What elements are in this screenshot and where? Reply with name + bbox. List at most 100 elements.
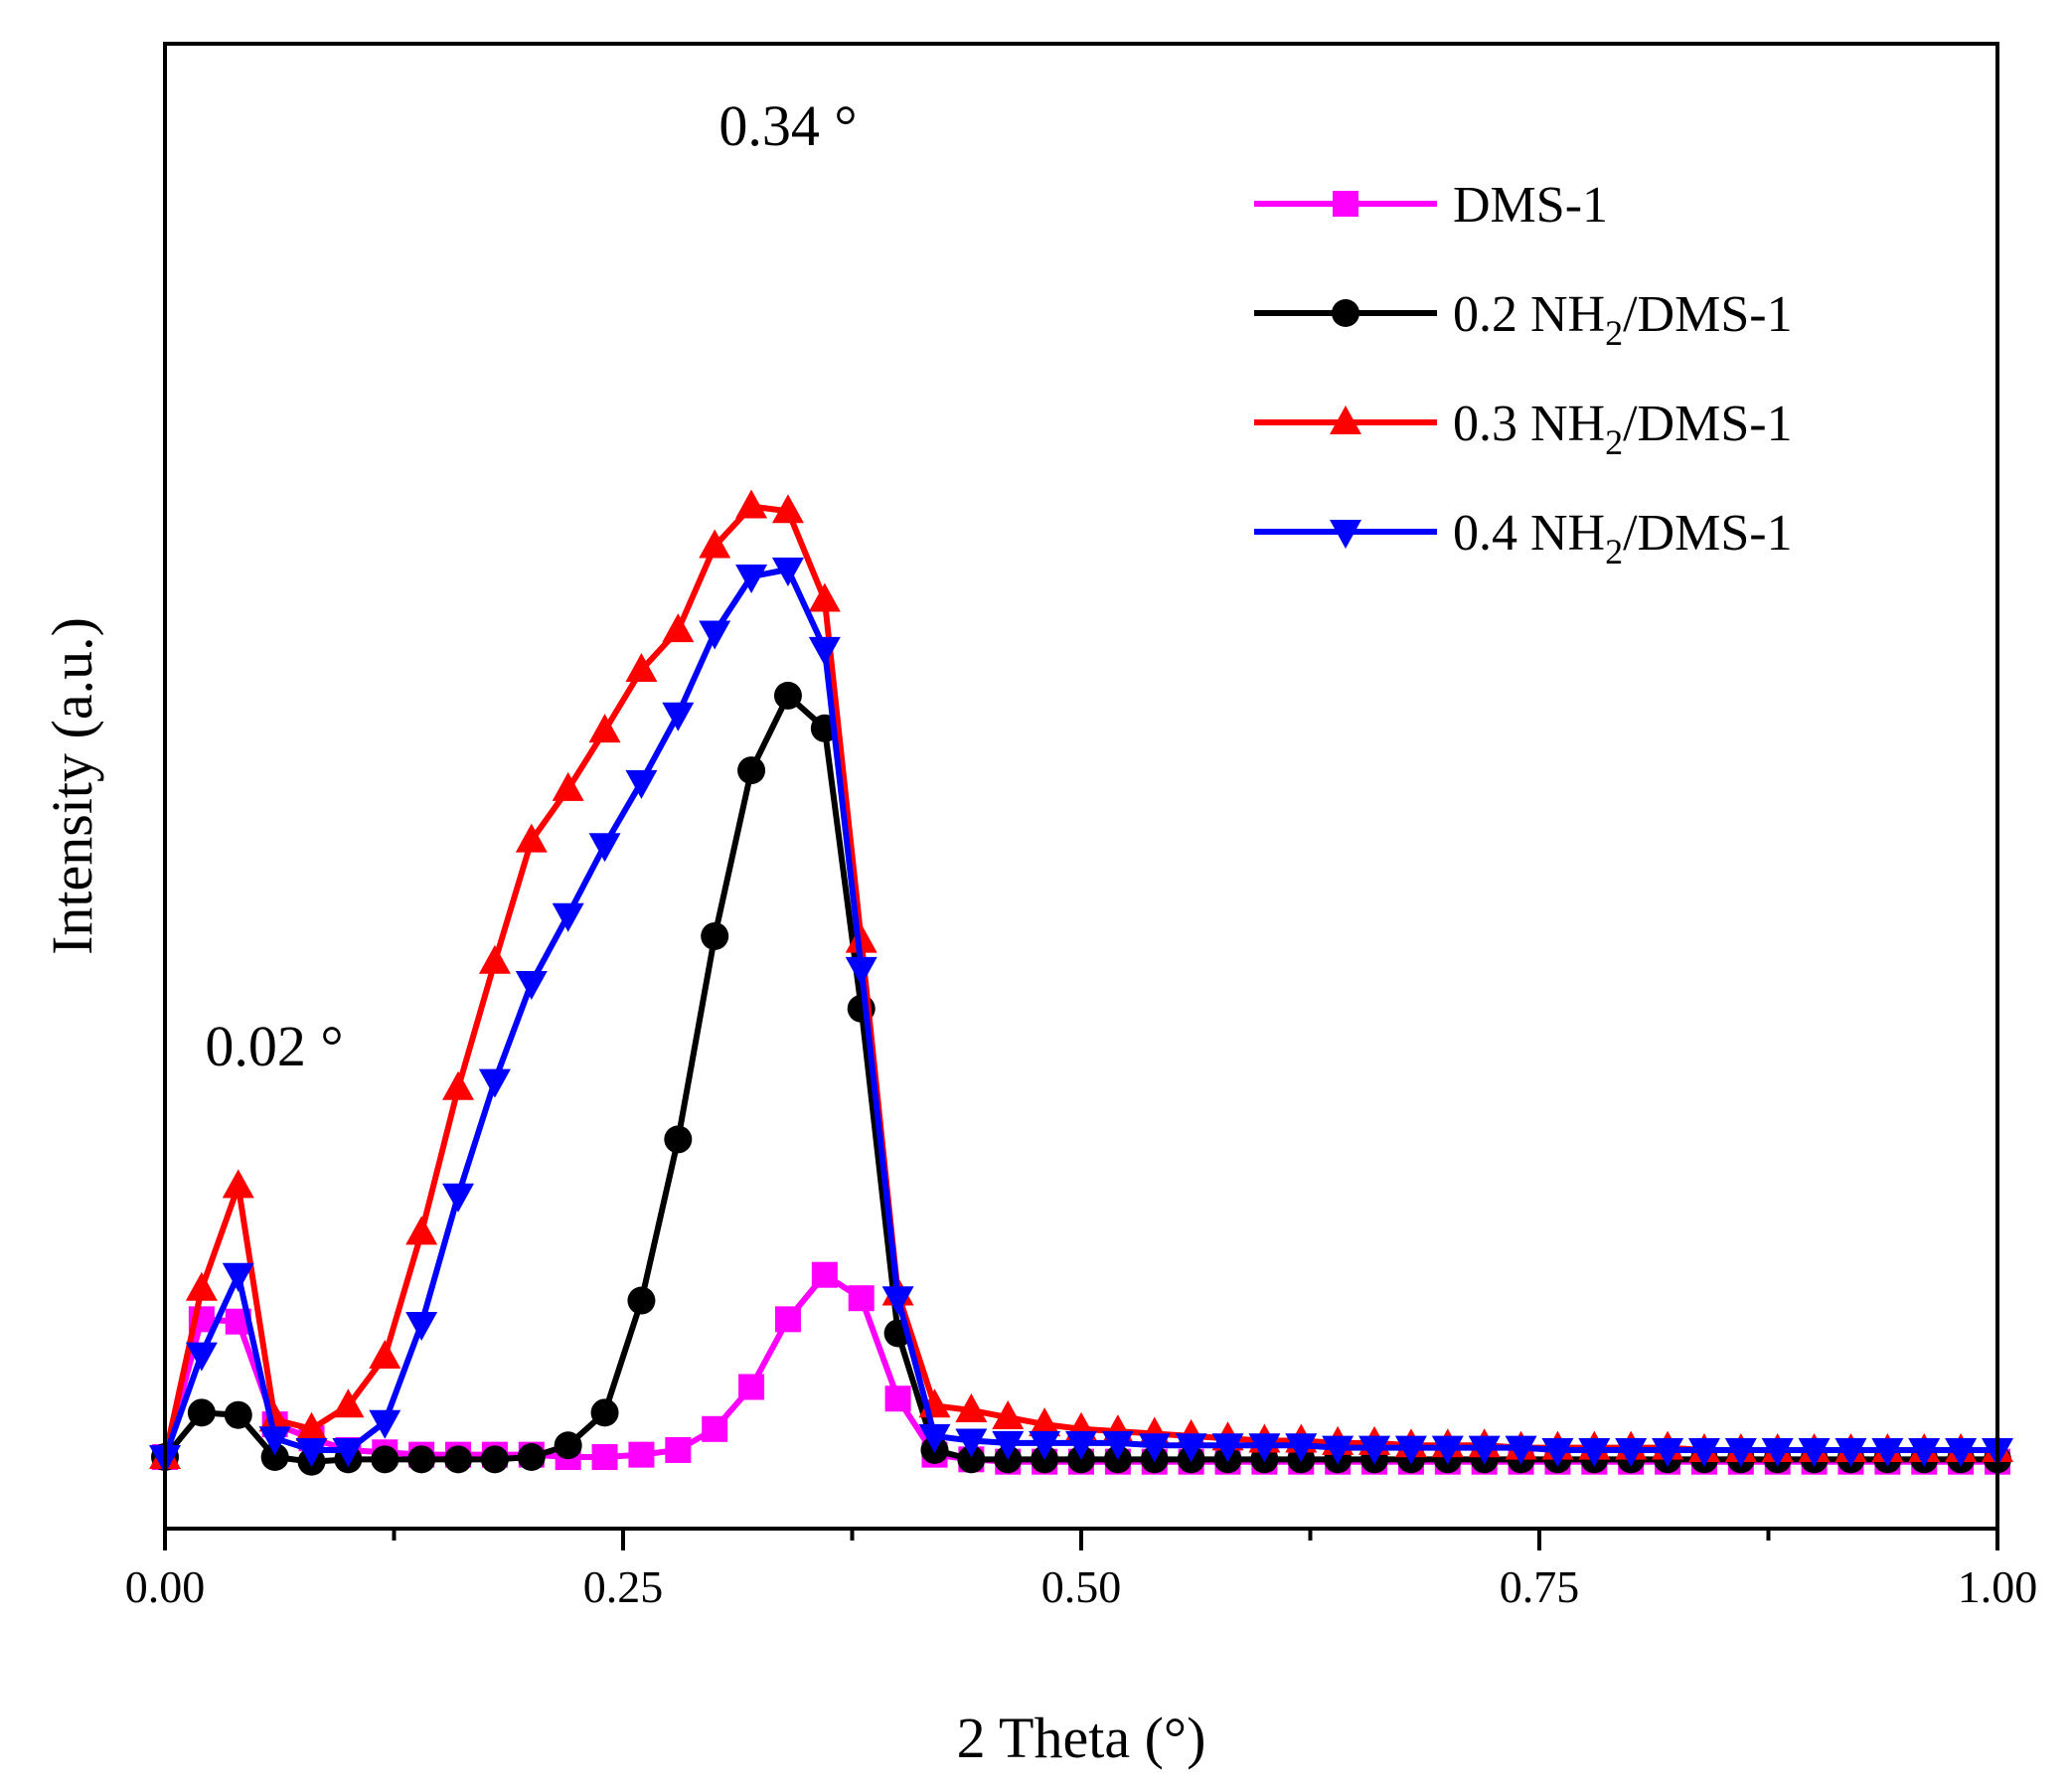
- data-point: [554, 1431, 582, 1460]
- data-point: [884, 1385, 911, 1412]
- plot-background: [165, 44, 1997, 1529]
- y-axis-title: Intensity (a.u.): [40, 617, 104, 955]
- data-point: [735, 565, 768, 594]
- data-point: [664, 1125, 693, 1154]
- data-point: [369, 1339, 401, 1369]
- data-point: [1101, 1430, 1134, 1460]
- data-point: [258, 1402, 291, 1432]
- legend-label: 0.4 NH2/DMS-1: [1453, 505, 1793, 571]
- data-point: [662, 613, 695, 643]
- data-point: [295, 1437, 328, 1467]
- data-point: [405, 1312, 438, 1342]
- legend-marker: [1330, 520, 1361, 549]
- data-point: [1652, 1437, 1684, 1467]
- data-point: [480, 1445, 509, 1474]
- data-point: [1285, 1433, 1318, 1463]
- legend-marker: [1330, 406, 1361, 434]
- data-point: [588, 714, 621, 743]
- data-point: [771, 494, 804, 524]
- data-point: [332, 1388, 365, 1418]
- data-point: [517, 1443, 546, 1471]
- plot-frame: [163, 42, 1999, 1531]
- x-tick-label: 0.50: [1041, 1561, 1122, 1612]
- legend: DMS-1 0.2 NH2/DMS-1 0.3 NH2/DMS-1 0.4 NH2/D…: [1254, 177, 1793, 571]
- data-point: [1578, 1437, 1611, 1467]
- data-point: [1175, 1433, 1207, 1463]
- series-layer: [149, 489, 2013, 1476]
- data-point: [702, 1415, 728, 1442]
- data-point: [1431, 1435, 1464, 1465]
- data-point: [407, 1445, 436, 1474]
- data-point: [738, 1374, 765, 1400]
- data-point: [992, 1400, 1025, 1430]
- data-point: [1541, 1437, 1574, 1467]
- data-point: [811, 1261, 838, 1288]
- data-point: [515, 970, 548, 1000]
- data-point: [224, 1400, 252, 1429]
- data-point: [1248, 1433, 1281, 1463]
- data-point: [295, 1411, 328, 1441]
- annotation-peak-034: 0.34 °: [718, 93, 857, 158]
- data-point: [1687, 1437, 1720, 1467]
- data-point: [260, 1443, 289, 1471]
- data-point: [1908, 1437, 1941, 1467]
- legend-marker: [1333, 191, 1358, 217]
- data-point: [771, 558, 804, 586]
- x-tick-label: 0.25: [583, 1561, 664, 1612]
- legend-item: 0.3 NH2/DMS-1: [1254, 396, 1793, 462]
- data-point: [591, 1444, 618, 1470]
- data-point: [627, 1286, 656, 1315]
- data-point: [369, 1409, 401, 1439]
- data-point: [808, 582, 841, 612]
- legend-item: 0.4 NH2/DMS-1: [1254, 505, 1793, 571]
- data-point: [1394, 1435, 1427, 1465]
- annotation-peak-002: 0.02 °: [205, 1014, 343, 1078]
- data-point: [955, 1428, 988, 1458]
- data-point: [662, 702, 695, 732]
- data-point: [1798, 1437, 1831, 1467]
- data-point: [1468, 1435, 1501, 1465]
- legend-label: 0.3 NH2/DMS-1: [1453, 396, 1793, 462]
- legend-label: DMS-1: [1453, 177, 1608, 234]
- data-point: [918, 1423, 951, 1453]
- data-point: [699, 620, 731, 650]
- data-point: [1029, 1407, 1061, 1437]
- data-point: [1724, 1437, 1757, 1467]
- x-axis-ticks: 0.00 0.25 0.50 0.75 1.00: [125, 1529, 2037, 1612]
- data-point: [478, 1068, 511, 1098]
- data-point: [625, 653, 658, 683]
- legend-item: 0.2 NH2/DMS-1: [1254, 286, 1793, 353]
- data-point: [187, 1398, 216, 1427]
- data-point: [774, 1306, 801, 1333]
- data-point: [588, 833, 621, 863]
- data-point: [371, 1445, 399, 1474]
- data-point: [808, 636, 841, 666]
- data-point: [1871, 1437, 1904, 1467]
- data-point: [699, 529, 731, 559]
- data-point: [590, 1398, 619, 1427]
- x-tick-label: 0.00: [125, 1561, 206, 1612]
- data-point: [515, 823, 548, 853]
- data-point: [1615, 1437, 1648, 1467]
- data-point: [222, 1169, 254, 1199]
- data-point: [628, 1441, 655, 1468]
- data-point: [845, 923, 877, 953]
- data-point: [701, 921, 729, 950]
- data-point: [185, 1342, 218, 1372]
- data-point: [185, 1271, 218, 1301]
- data-point: [625, 769, 658, 799]
- data-point: [1358, 1435, 1391, 1465]
- data-point: [735, 489, 768, 519]
- legend-item: DMS-1: [1254, 177, 1608, 234]
- legend-marker: [1332, 299, 1359, 327]
- data-point: [442, 1070, 475, 1100]
- legend-label: 0.2 NH2/DMS-1: [1453, 286, 1793, 353]
- data-point: [957, 1445, 986, 1474]
- data-point: [1834, 1437, 1867, 1467]
- x-tick-label: 0.75: [1500, 1561, 1580, 1612]
- data-point: [442, 1183, 475, 1213]
- data-point: [332, 1437, 365, 1467]
- data-point: [848, 1285, 875, 1312]
- data-point: [478, 944, 511, 974]
